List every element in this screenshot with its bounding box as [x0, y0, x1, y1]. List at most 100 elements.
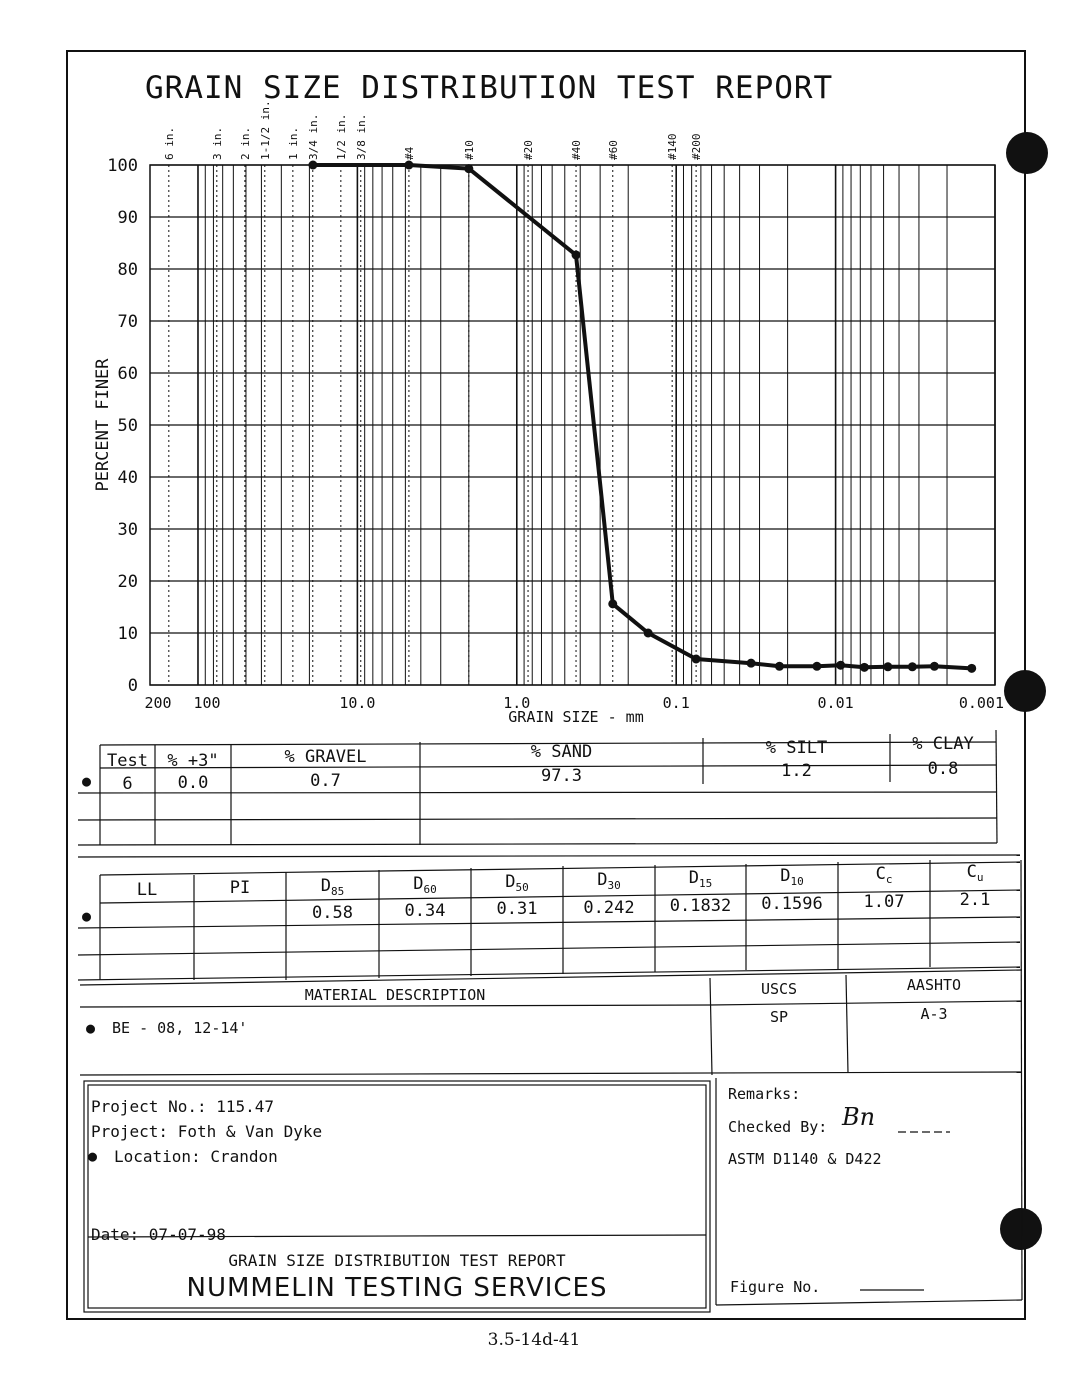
- grain-size-chart: 6 in. 3 in. 2 in. 1-1/2 in. 1 in. 3/4 in. 1/2 …: [93, 100, 1004, 726]
- sieve-label: #60: [607, 140, 620, 160]
- checked-by-label: Checked By:: [728, 1118, 828, 1136]
- data-point: [404, 160, 414, 170]
- location-bullet: ●: [88, 1147, 98, 1165]
- binder-hole-top: [1006, 132, 1048, 174]
- chart-x-axis-label: GRAIN SIZE - mm: [508, 708, 643, 726]
- chart-sieve-labels: 6 in. 3 in. 2 in. 1-1/2 in. 1 in. 3/4 in. 1/2 …: [163, 100, 703, 160]
- report-title: GRAIN SIZE DISTRIBUTION TEST REPORT: [145, 70, 834, 106]
- y-tick-label: 0: [128, 676, 138, 696]
- binder-hole-bottom: [1000, 1208, 1042, 1250]
- sieve-label: #20: [522, 140, 535, 160]
- aashto-value: A-3: [920, 1005, 948, 1023]
- y-tick-label: 90: [118, 208, 138, 228]
- table1-header-test: Test: [107, 751, 148, 771]
- company-name: NUMMELIN TESTING SERVICES: [186, 1273, 608, 1303]
- sieve-label: #200: [690, 134, 703, 161]
- table2-header-cu: Cu: [966, 862, 984, 884]
- sieve-label: 2 in.: [239, 127, 252, 160]
- sieve-label: 3/4 in.: [307, 114, 320, 160]
- table1-cell-gravel: 0.7: [310, 771, 341, 791]
- table1-cell-plus3: 0.0: [177, 773, 209, 793]
- table1-header-gravel: % GRAVEL: [284, 747, 367, 767]
- table1-header-clay: % CLAY: [912, 734, 974, 754]
- chart-sieve-lines: [168, 165, 697, 685]
- table1-header-plus3: % +3": [167, 751, 219, 771]
- sieve-label: 3/8 in.: [355, 114, 368, 160]
- table2-cell-d50: 0.31: [496, 899, 538, 919]
- table2-cell-d60: 0.34: [404, 901, 446, 921]
- table1-header-silt: % SILT: [765, 738, 828, 758]
- data-point: [608, 599, 618, 609]
- table2-cell-d10: 0.1596: [761, 894, 823, 914]
- chart-plot-border: [149, 164, 996, 686]
- table2-cell-d30: 0.242: [583, 898, 635, 918]
- sieve-label: 6 in.: [163, 127, 176, 160]
- data-point: [643, 628, 653, 638]
- material-description-header: MATERIAL DESCRIPTION: [304, 986, 486, 1004]
- project-name: Project: Foth & Van Dyke: [91, 1122, 323, 1141]
- table2-cell-cc: 1.07: [863, 892, 905, 912]
- sieve-label: 1/2 in.: [335, 114, 348, 160]
- project-location: Location: Crandon: [114, 1147, 278, 1166]
- sieve-label: 1 in.: [287, 127, 300, 160]
- table1-cell-sand: 97.3: [541, 766, 582, 786]
- data-point: [464, 164, 474, 174]
- material-row-bullet: ●: [86, 1019, 96, 1037]
- table2-header-cc: Cc: [875, 864, 893, 886]
- table1-header-sand: % SAND: [530, 742, 593, 762]
- y-tick-label: 80: [118, 260, 138, 280]
- astm-standard: ASTM D1140 & D422: [728, 1150, 882, 1168]
- chart-series-line: [313, 163, 972, 671]
- uscs-value: SP: [769, 1008, 789, 1026]
- project-number: Project No.: 115.47: [91, 1097, 275, 1116]
- sieve-label: 3 in.: [211, 127, 224, 160]
- table2-header-d15: D15: [688, 868, 713, 890]
- uscs-header: USCS: [760, 980, 798, 998]
- chart-series-points: [308, 160, 977, 673]
- x-tick-label: 0.1: [663, 694, 690, 712]
- y-tick-label: 70: [118, 312, 138, 332]
- y-tick-label: 50: [118, 416, 138, 436]
- table1-cell-silt: 1.2: [781, 761, 812, 781]
- table2-header-ll: LL: [136, 880, 158, 900]
- data-point: [691, 654, 701, 664]
- table1-cell-test: 6: [122, 774, 133, 794]
- data-point: [812, 661, 822, 671]
- data-point: [967, 663, 977, 673]
- y-tick-label: 30: [118, 520, 138, 540]
- data-point: [929, 661, 939, 671]
- data-point: [774, 661, 784, 671]
- table2-cell-d85: 0.58: [312, 903, 353, 923]
- data-point: [883, 662, 893, 672]
- data-point: [746, 658, 756, 668]
- x-tick-label: 200: [144, 694, 171, 712]
- aashto-header: AASHTO: [906, 976, 962, 994]
- table2-header-pi: PI: [229, 878, 251, 898]
- chart-y-tick-labels: 0 10 20 30 40 50 60 70 80 90 100: [107, 156, 138, 696]
- x-tick-label: 0.001: [959, 694, 1004, 712]
- chart-x-tick-labels: 200 100 10.0 1.0 0.1 0.01 0.001: [144, 694, 1004, 712]
- sieve-label: #40: [570, 140, 583, 160]
- x-tick-label: 100: [193, 694, 220, 712]
- table2-header-d30: D30: [597, 870, 621, 892]
- x-tick-label: 0.01: [818, 694, 854, 712]
- y-tick-label: 20: [118, 572, 138, 592]
- checked-by-signature: Bn: [842, 1103, 876, 1131]
- data-point: [308, 160, 318, 170]
- table2-cell-d15: 0.1832: [669, 896, 732, 916]
- sieve-label: #140: [666, 134, 679, 161]
- sieve-label: #4: [403, 146, 416, 160]
- y-tick-label: 40: [118, 468, 138, 488]
- table2-header-d85: D85: [320, 876, 345, 898]
- remarks-label: Remarks:: [728, 1085, 801, 1103]
- y-tick-label: 60: [118, 364, 138, 384]
- sieve-label: 1-1/2 in.: [259, 100, 272, 160]
- material-description-value: BE - 08, 12-14': [112, 1019, 248, 1037]
- x-tick-label: 10.0: [339, 694, 375, 712]
- table2-header-d60: D60: [413, 874, 437, 896]
- figure-number-label: Figure No.: [730, 1278, 821, 1296]
- table1-row-bullet: ●: [82, 772, 92, 790]
- data-point: [571, 250, 581, 260]
- project-date: Date: 07-07-98: [91, 1225, 226, 1244]
- table2-header-d10: D10: [780, 866, 804, 888]
